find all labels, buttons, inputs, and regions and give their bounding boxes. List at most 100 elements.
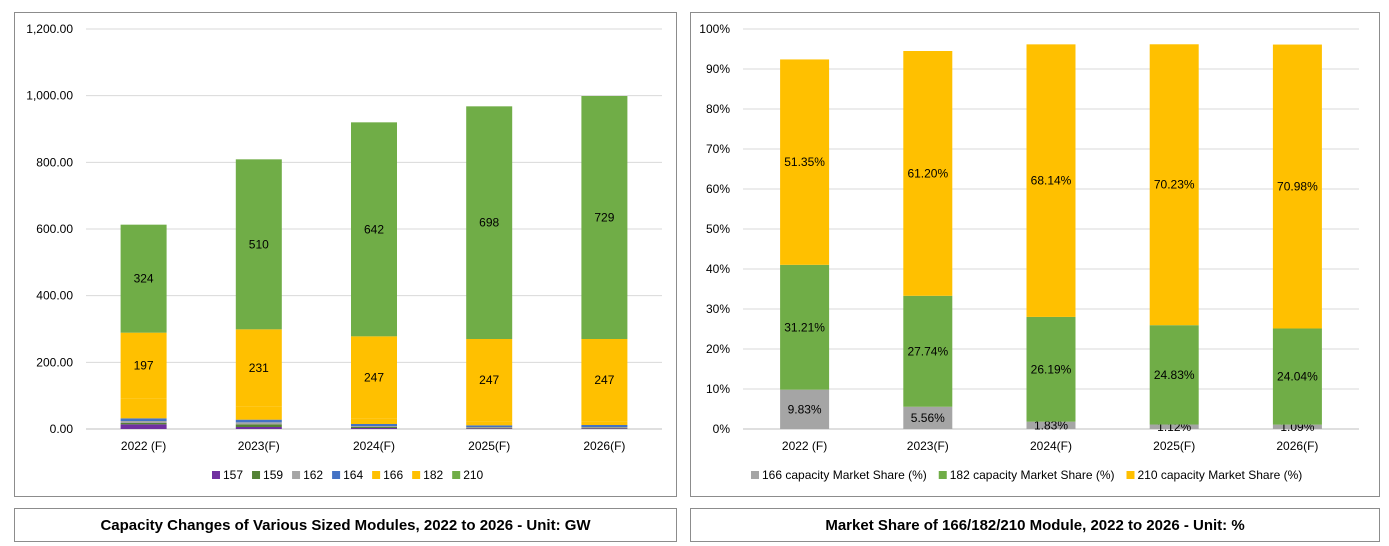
bar-segment [351, 426, 397, 427]
bar-segment [581, 427, 628, 428]
capacity-chart-caption: Capacity Changes of Various Sized Module… [14, 508, 677, 542]
bar-segment [466, 428, 513, 429]
legend-swatch [292, 471, 301, 479]
data-label: 247 [594, 373, 614, 387]
data-label: 231 [249, 361, 269, 375]
capacity-chart-caption-text: Capacity Changes of Various Sized Module… [100, 516, 591, 534]
data-label: 197 [134, 359, 154, 373]
bar-segment [1026, 316, 1076, 422]
data-label: 24.83% [1154, 368, 1195, 382]
bar-segment [235, 419, 282, 423]
legend-label: 182 capacity Market Share (%) [950, 468, 1115, 482]
bar-segment [1272, 424, 1322, 429]
y-tick-label: 800.00 [36, 155, 73, 169]
legend-swatch [372, 471, 381, 479]
bar-segment [780, 59, 830, 265]
legend-label: 159 [263, 468, 283, 482]
y-tick-label: 30% [706, 302, 730, 316]
y-tick-label: 100% [699, 22, 730, 36]
bar-segment [120, 421, 167, 423]
bar-segment [780, 264, 830, 390]
y-tick-label: 20% [706, 342, 730, 356]
y-tick-label: 0.00 [50, 422, 74, 436]
y-tick-label: 200.00 [36, 355, 73, 369]
market-share-chart-caption-text: Market Share of 166/182/210 Module, 2022… [825, 516, 1245, 534]
data-label: 24.04% [1277, 370, 1318, 384]
bar-segment [466, 427, 513, 429]
legend-label: 210 capacity Market Share (%) [1138, 468, 1303, 482]
bar-segment [120, 398, 167, 419]
bar-segment [1272, 44, 1322, 329]
legend-swatch [252, 471, 261, 479]
x-tick-label: 2024(F) [1030, 439, 1072, 453]
legend-swatch [938, 471, 947, 479]
data-label: 247 [364, 371, 384, 385]
y-tick-label: 80% [706, 102, 730, 116]
market-share-chart: 0% 10% 20% 30% 40% 50% 60% 70% 80% 90% 100% 2022 (F… [699, 22, 1359, 482]
legend-label: 164 [343, 468, 363, 482]
x-tick-label: 2022 (F) [782, 439, 827, 453]
bar-segment [235, 422, 282, 425]
bar-segment [581, 96, 628, 339]
x-tick-label: 2025(F) [1153, 439, 1195, 453]
y-tick-label: 0% [713, 422, 731, 436]
bar-segment [466, 106, 513, 339]
y-tick-label: 400.00 [36, 289, 73, 303]
x-tick-label: 2026(F) [583, 439, 625, 453]
legend-swatch [452, 471, 461, 479]
x-tick-label: 2026(F) [1276, 439, 1318, 453]
y-tick-label: 10% [706, 382, 730, 396]
bar-segment [903, 295, 953, 407]
market-share-chart-panel: 0% 10% 20% 30% 40% 50% 60% 70% 80% 90% 100% 2022 (F… [690, 12, 1380, 497]
bar-segment [581, 339, 628, 422]
data-label: 642 [364, 222, 384, 236]
data-label: 27.74% [907, 344, 948, 358]
legend-swatch [751, 471, 759, 479]
data-label: 70.98% [1277, 180, 1318, 194]
bar-segment [466, 339, 513, 422]
bar-segment [1149, 44, 1199, 326]
bar-segment [120, 423, 167, 425]
data-label: 51.35% [784, 155, 825, 169]
x-tick-label: 2023(F) [907, 439, 949, 453]
bar-segment [780, 389, 830, 429]
bar-segment [1272, 328, 1322, 425]
bar-segment [581, 427, 628, 429]
legend-swatch [332, 471, 341, 479]
data-label: 26.19% [1031, 362, 1072, 376]
x-tick-label: 2025(F) [468, 439, 510, 453]
legend-swatch [412, 471, 421, 479]
legend-label: 210 [463, 468, 483, 482]
x-tick-label: 2024(F) [353, 439, 395, 453]
bar-segment [581, 421, 628, 425]
x-tick-label: 2023(F) [238, 439, 280, 453]
y-tick-label: 60% [706, 182, 730, 196]
data-label: 510 [249, 237, 269, 251]
bar-segment [120, 418, 167, 421]
bar-segment [466, 427, 513, 428]
bar-segment [351, 336, 397, 419]
y-tick-label: 50% [706, 222, 730, 236]
bar-segment [351, 424, 397, 426]
bar-segment [1026, 421, 1076, 429]
bar-segment [235, 159, 282, 330]
y-tick-label: 1,000.00 [26, 89, 73, 103]
capacity-chart-panel: 0.00 200.00 400.00 600.00 800.00 1,000.00 1,20… [14, 12, 677, 497]
y-tick-label: 90% [706, 62, 730, 76]
bar-segment [235, 406, 282, 420]
bar-segment [903, 406, 953, 429]
bar-segment [466, 425, 513, 427]
bar-segment [351, 428, 397, 429]
bar-segment [1149, 325, 1199, 425]
bar-segment [351, 418, 397, 424]
legend-swatch [1126, 471, 1135, 479]
legend-label: 166 capacity Market Share (%) [762, 468, 927, 482]
legend-label: 157 [223, 468, 243, 482]
data-label: 70.23% [1154, 178, 1195, 192]
legend-label: 182 [423, 468, 443, 482]
bar-segment [351, 122, 397, 337]
bar-segment [120, 224, 167, 333]
y-tick-label: 1,200.00 [26, 22, 73, 36]
bar-segment [903, 51, 953, 296]
bar-segment [235, 424, 282, 427]
